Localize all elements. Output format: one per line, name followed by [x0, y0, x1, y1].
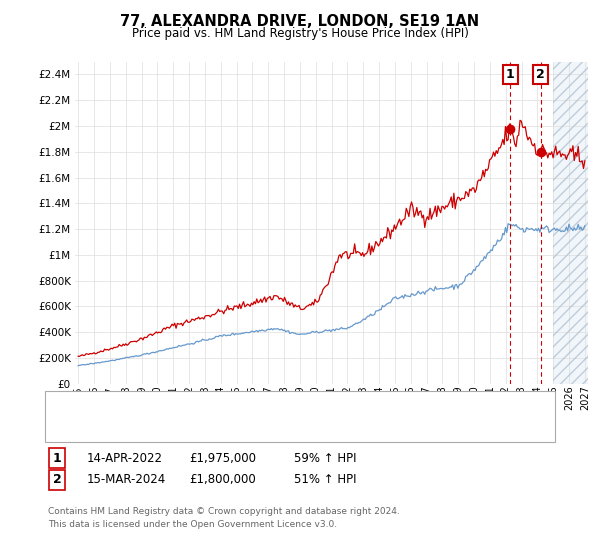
- Text: This data is licensed under the Open Government Licence v3.0.: This data is licensed under the Open Gov…: [48, 520, 337, 529]
- Text: 2: 2: [536, 68, 545, 81]
- Text: 15-MAR-2024: 15-MAR-2024: [87, 473, 166, 487]
- Text: 77, ALEXANDRA DRIVE, LONDON, SE19 1AN: 77, ALEXANDRA DRIVE, LONDON, SE19 1AN: [121, 14, 479, 29]
- Text: 1: 1: [506, 68, 514, 81]
- Text: £1,975,000: £1,975,000: [189, 451, 256, 465]
- Text: 14-APR-2022: 14-APR-2022: [87, 451, 163, 465]
- Text: Price paid vs. HM Land Registry's House Price Index (HPI): Price paid vs. HM Land Registry's House …: [131, 27, 469, 40]
- Text: Contains HM Land Registry data © Crown copyright and database right 2024.: Contains HM Land Registry data © Crown c…: [48, 507, 400, 516]
- Text: £1,800,000: £1,800,000: [189, 473, 256, 487]
- Text: 51% ↑ HPI: 51% ↑ HPI: [294, 473, 356, 487]
- Bar: [553, 62, 593, 384]
- Text: HPI: Average price, detached house, Lambeth: HPI: Average price, detached house, Lamb…: [93, 422, 332, 432]
- Text: 1: 1: [53, 451, 61, 465]
- Text: 77, ALEXANDRA DRIVE, LONDON, SE19 1AN (detached house): 77, ALEXANDRA DRIVE, LONDON, SE19 1AN (d…: [93, 402, 416, 412]
- Text: 59% ↑ HPI: 59% ↑ HPI: [294, 451, 356, 465]
- Bar: [553, 62, 593, 384]
- Text: 2: 2: [53, 473, 61, 487]
